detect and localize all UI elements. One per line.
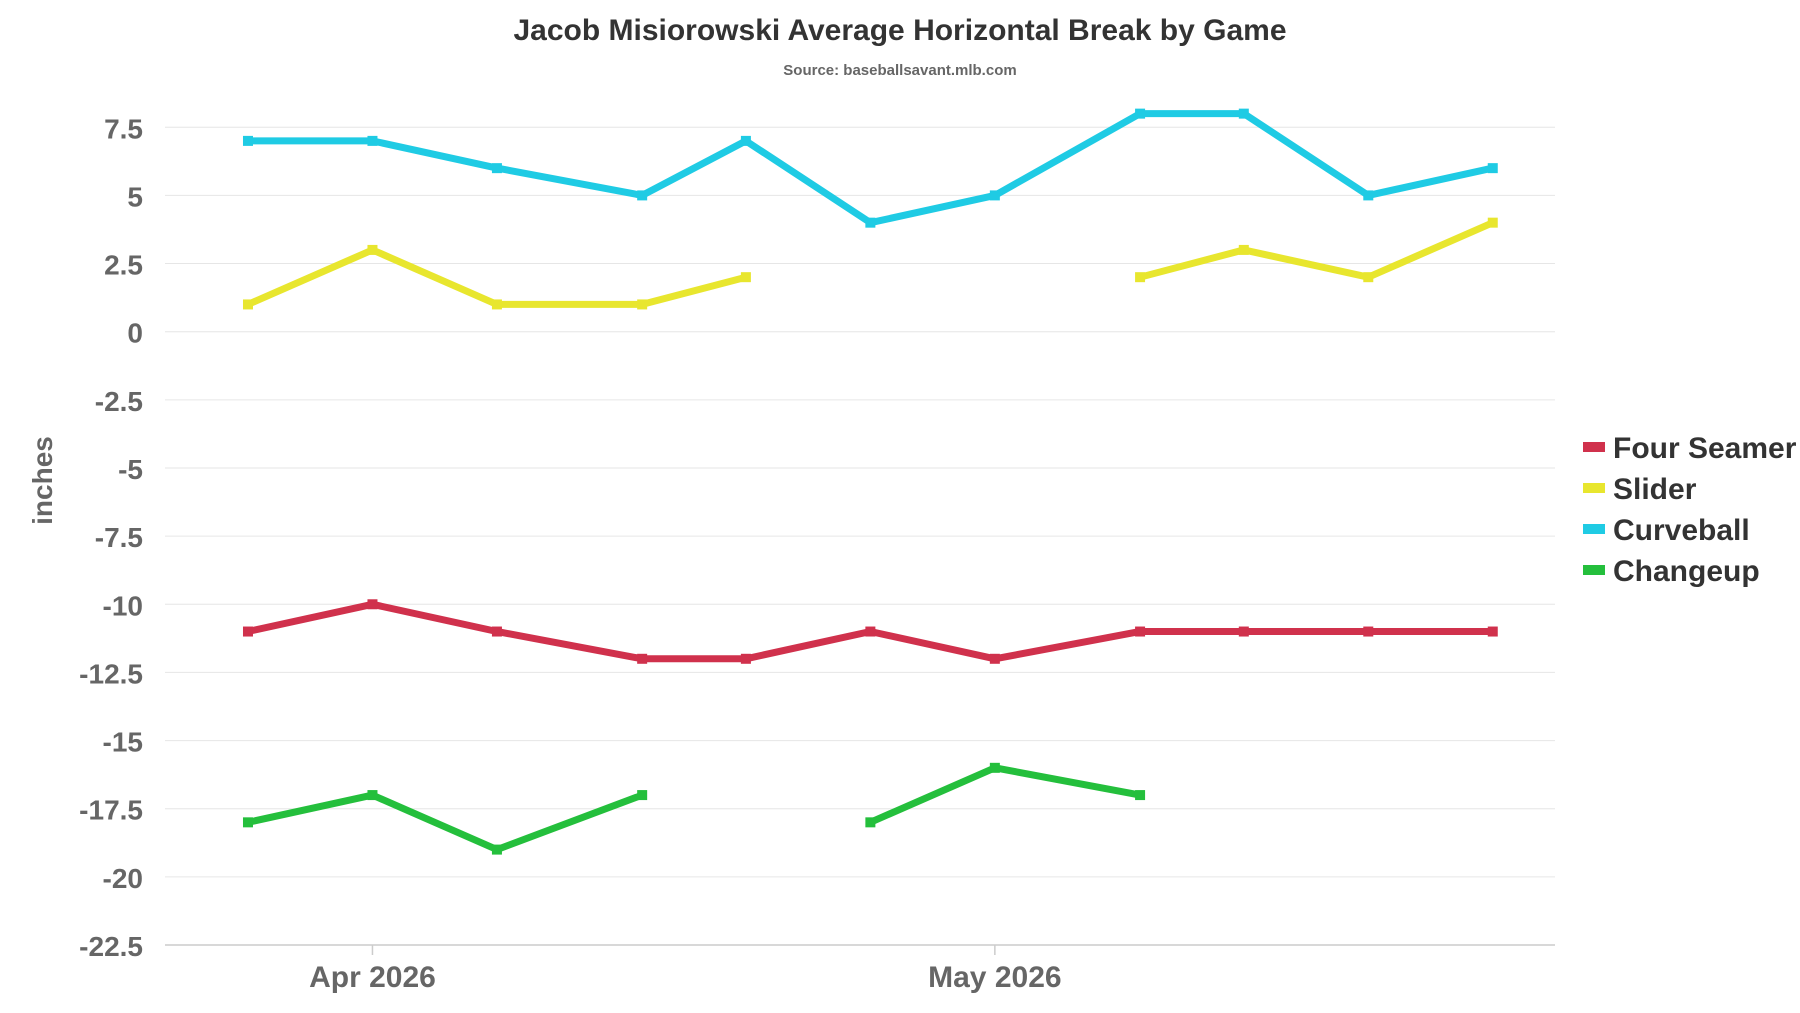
y-tick-label: -2.5 [95,386,143,417]
data-point-changeup[interactable] [242,817,253,828]
series-changeup [242,762,1146,855]
legend-label-changeup: Changeup [1613,555,1760,588]
legend-item-four-seamer[interactable]: Four Seamer [1583,432,1797,465]
y-tick-label: 7.5 [104,113,143,144]
data-point-slider[interactable] [1135,272,1146,283]
y-tick-label: 2.5 [104,250,143,281]
legend-item-curveball[interactable]: Curveball [1583,514,1750,547]
data-point-slider[interactable] [740,272,751,283]
y-tick-label: -22.5 [79,931,143,962]
data-point-changeup[interactable] [865,817,876,828]
series-line-four-seamer [247,600,1493,663]
legend-swatch-four-seamer [1583,442,1605,452]
legend: Four Seamer Slider Curveball Changeup [1583,432,1797,588]
legend-label-four-seamer: Four Seamer [1613,432,1797,465]
x-tick-label: May 2026 [928,961,1061,994]
series-four-seamer [242,599,1498,664]
data-point-slider[interactable] [242,299,253,310]
y-tick-label: -17.5 [79,795,143,826]
data-point-curveball[interactable] [242,135,253,146]
legend-swatch-curveball [1583,524,1605,534]
chart-title: Jacob Misiorowski Average Horizontal Bre… [513,14,1286,47]
data-point-four-seamer[interactable] [242,626,253,637]
y-axis-label: inches [27,436,58,525]
legend-label-curveball: Curveball [1613,514,1750,547]
series-curveball [242,108,1498,228]
series-slider [242,217,1498,310]
y-tick-label: -15 [103,727,143,758]
x-tick-label: Apr 2026 [309,961,436,994]
legend-swatch-changeup [1583,565,1605,575]
legend-swatch-slider [1583,483,1605,493]
x-axis-ticks: Apr 2026 May 2026 [309,945,1062,994]
legend-item-slider[interactable]: Slider [1583,473,1697,506]
y-tick-label: -12.5 [79,658,143,689]
series-lines [242,108,1498,855]
series-line-slider [1139,219,1495,281]
y-tick-label: -5 [118,454,143,485]
series-line-changeup [247,791,644,854]
series-line-curveball [248,110,1494,227]
y-tick-label: -7.5 [95,522,143,553]
legend-item-changeup[interactable]: Changeup [1583,555,1760,588]
y-axis-ticks: 7.5 5 2.5 0 -2.5 -5 -7.5 -10 -12.5 -15 -17.5 -20 -22… [79,113,143,962]
y-tick-label: -10 [103,590,143,621]
chart-subtitle: Source: baseballsavant.mlb.com [783,62,1016,79]
y-tick-label: 5 [127,181,143,212]
series-line-changeup [868,764,1141,826]
series-line-slider [246,246,747,308]
legend-label-slider: Slider [1613,473,1697,506]
y-tick-label: 0 [127,318,143,349]
y-tick-label: -20 [103,863,143,894]
